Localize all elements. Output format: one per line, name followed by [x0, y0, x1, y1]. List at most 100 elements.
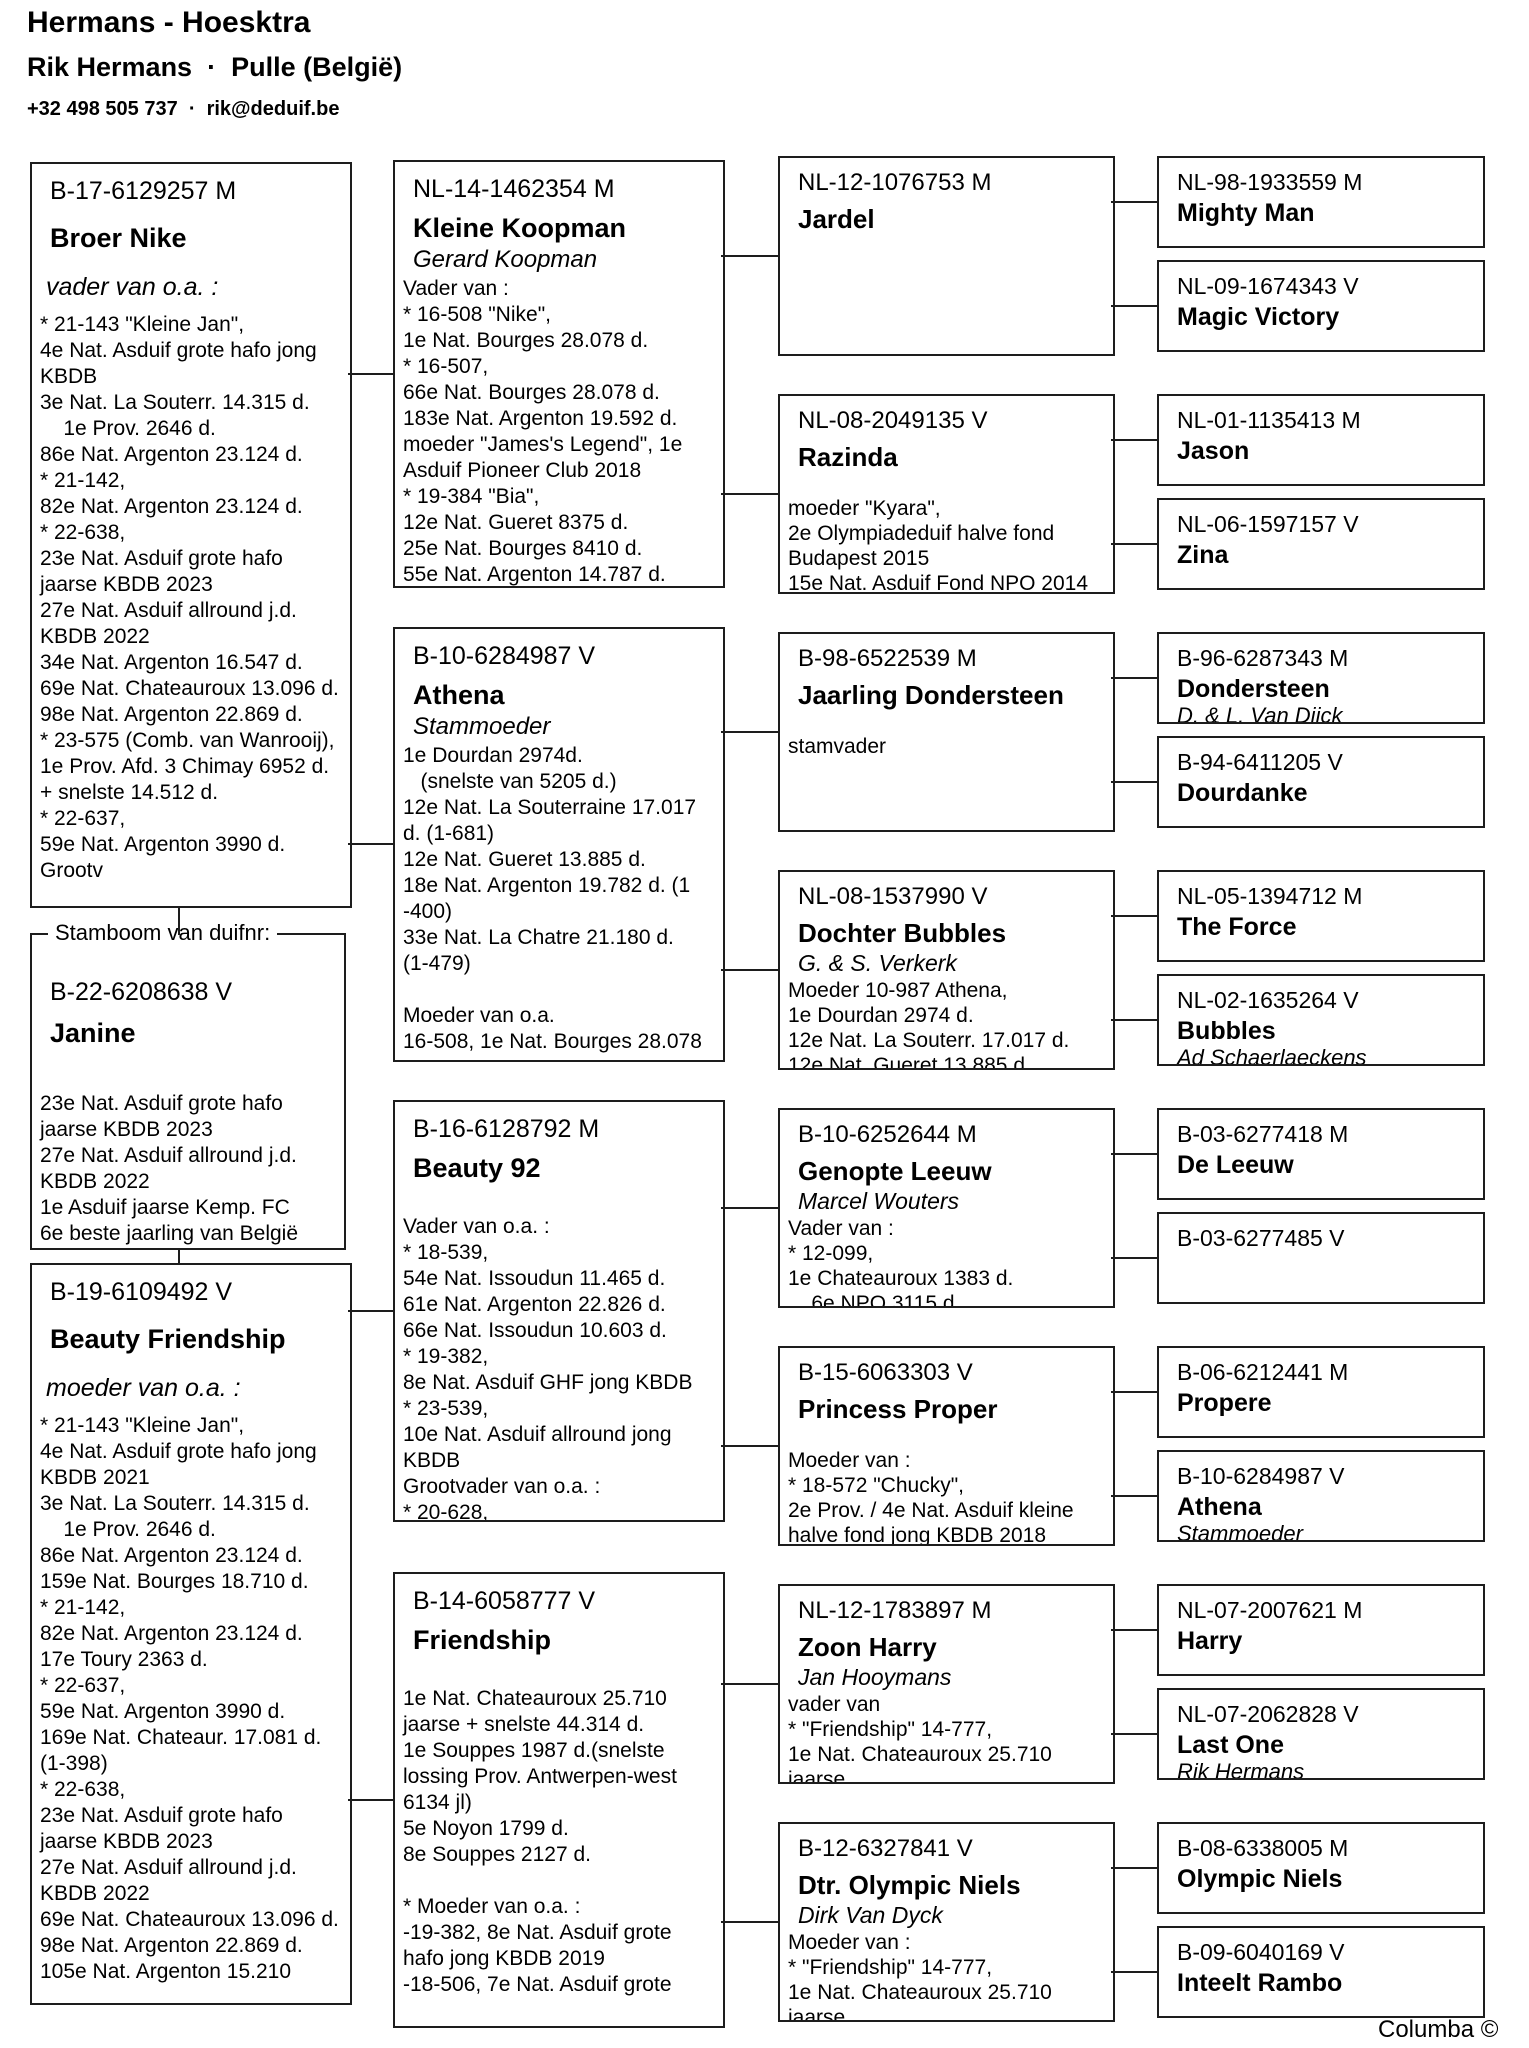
- achievement-line: (snelste van 5205 d.): [403, 770, 617, 793]
- box-bubbles: NL-02-1635264 V Bubbles Ad Schaerlaeckens: [1157, 974, 1485, 1066]
- achievement-line: 3e Nat. La Souterr. 14.315 d.: [40, 1492, 310, 1515]
- achievement-line: Vader van o.a. :: [403, 1215, 550, 1238]
- achievement-line: Vader van :: [403, 277, 509, 300]
- ring-number: B-10-6252644 M: [798, 1121, 977, 1148]
- achievement-line: KBDB 2022: [40, 1882, 150, 1905]
- ring-number: B-19-6109492 V: [50, 1278, 233, 1306]
- achievement-line: 59e Nat. Argenton 3990 d.: [40, 1700, 286, 1723]
- pigeon-name: Zina: [1177, 541, 1229, 569]
- achievement-line: KBDB 2022: [40, 1170, 150, 1193]
- achievement-line: * 19-382,: [403, 1345, 489, 1368]
- achievement-line: 5e Noyon 1799 d.: [403, 1817, 569, 1840]
- achievement-line: 66e Nat. Issoudun 10.603 d.: [403, 1319, 667, 1342]
- connector-line: [1111, 1733, 1157, 1735]
- achievement-line: jaarse + snelste 44.314 d.: [403, 1713, 645, 1736]
- ring-number: B-03-6277485 V: [1177, 1225, 1345, 1251]
- achievement-line: vader van: [788, 1693, 881, 1716]
- ring-number: B-98-6522539 M: [798, 645, 977, 672]
- achievement-line: 1e Nat. Chateauroux 25.710: [403, 1687, 667, 1710]
- ring-number: NL-08-2049135 V: [798, 407, 988, 434]
- achievement-line: 1e Prov. 2646 d.: [40, 417, 216, 440]
- achievement-list: 1e Nat. Chateauroux 25.710 jaarse + snels…: [395, 1660, 723, 1998]
- achievement-line: 1e Souppes 1987 d.(snelste: [403, 1739, 665, 1762]
- connector-line: [1111, 305, 1157, 307]
- achievement-line: * 22-637,: [40, 1674, 126, 1697]
- relation-note: vader van o.a. :: [46, 273, 219, 301]
- pigeon-name: Broer Nike: [50, 223, 187, 253]
- pigeon-name: Friendship: [413, 1625, 552, 1655]
- achievement-line: 12e Nat. La Souterr. 17.017 d.: [788, 1029, 1070, 1052]
- achievement-line: 8e Souppes 2127 d.: [403, 1843, 591, 1866]
- achievement-line: 59e Nat. Argenton 3990 d.: [40, 833, 286, 856]
- achievement-line: [403, 1868, 721, 1894]
- connector-line: [721, 969, 778, 971]
- achievement-line: (1-398): [40, 1752, 108, 1775]
- achievement-line: KBDB: [40, 365, 98, 388]
- achievement-line: 1e Prov. 2646 d.: [40, 1518, 216, 1541]
- copyright-note: Columba ©: [1378, 2016, 1499, 2043]
- box-magic-victory: NL-09-1674343 V Magic Victory: [1157, 260, 1485, 352]
- achievement-line: -400): [403, 900, 453, 923]
- ring-number: B-14-6058777 V: [413, 1587, 596, 1615]
- pigeon-name: Genopte Leeuw: [798, 1156, 992, 1186]
- breeder-name: Ad Schaerlaeckens: [1177, 1045, 1367, 1066]
- connector-line: [1111, 439, 1157, 441]
- achievement-list: stamvader: [780, 734, 1113, 759]
- box-mighty-man: NL-98-1933559 M Mighty Man: [1157, 156, 1485, 248]
- box-ring-b03-6277485: B-03-6277485 V: [1157, 1212, 1485, 1304]
- breeder-name: G. & S. Verkerk: [798, 950, 957, 976]
- pigeon-name: Jason: [1177, 437, 1250, 465]
- achievement-line: Vader van :: [788, 1217, 894, 1240]
- achievement-line: * 21-142,: [40, 469, 126, 492]
- achievement-line: Budapest 2015: [788, 547, 930, 570]
- achievement-line: 17e Toury 2363 d.: [40, 1648, 208, 1671]
- achievement-line: 1e Asduif jaarse Kemp. FC: [40, 1196, 290, 1219]
- ring-number: NL-05-1394712 M: [1177, 883, 1363, 909]
- achievement-line: 98e Nat. Argenton 22.869 d.: [40, 703, 303, 726]
- connector-line: [1111, 201, 1157, 203]
- achievement-line: 12e Nat. Gueret 8375 d.: [403, 511, 629, 534]
- achievement-line: 6134 jl): [403, 1791, 472, 1814]
- ring-number: B-15-6063303 V: [798, 1359, 973, 1386]
- achievement-line: 33e Nat. La Chatre 21.180 d.: [403, 926, 674, 949]
- ring-number: NL-06-1597157 V: [1177, 511, 1359, 537]
- connector-line: [721, 255, 778, 257]
- achievement-line: * "Friendship" 14-777,: [788, 1718, 993, 1741]
- achievement-list: Vader van o.a. : * 18-539, 54e Nat. Issoud…: [395, 1188, 723, 1520]
- ring-number: B-94-6411205 V: [1177, 749, 1343, 775]
- achievement-line: Moeder 10-987 Athena,: [788, 979, 1008, 1002]
- ring-number: NL-98-1933559 M: [1177, 169, 1363, 195]
- box-olympic-niels: B-08-6338005 M Olympic Niels: [1157, 1822, 1485, 1914]
- achievement-line: jaarse: [788, 1768, 846, 1784]
- box-beauty-92: B-16-6128792 M Beauty 92 Vader van o.a. :…: [393, 1100, 725, 1522]
- achievement-line: halve fond jong KBDB 2018: [788, 1524, 1047, 1546]
- achievement-line: d. (1-681): [403, 822, 495, 845]
- achievement-line: jaarse KBDB 2023: [40, 1830, 213, 1853]
- ring-number: NL-07-2007621 M: [1177, 1597, 1363, 1623]
- box-harry: NL-07-2007621 M Harry: [1157, 1584, 1485, 1676]
- achievement-line: 1e Nat. Chateauroux 25.710: [788, 1743, 1052, 1766]
- box-genopte-leeuw: B-10-6252644 M Genopte Leeuw Marcel Wouter…: [778, 1108, 1115, 1308]
- achievement-line: moeder "Kyara",: [788, 497, 941, 520]
- pigeon-name: Dtr. Olympic Niels: [798, 1870, 1021, 1900]
- box-inteelt-rambo: B-09-6040169 V Inteelt Rambo: [1157, 1926, 1485, 2018]
- achievement-line: 3e Nat. La Souterr. 14.315 d.: [40, 391, 310, 414]
- breeder-name: Stammoeder: [413, 713, 551, 740]
- connector-line: [1111, 915, 1157, 917]
- achievement-line: 4e Nat. Asduif grote hafo jong: [40, 1440, 317, 1463]
- box-jardel: NL-12-1076753 M Jardel: [778, 156, 1115, 356]
- pedigree-label: Stamboom van duifnr:: [48, 920, 278, 946]
- connector-line: [1111, 1153, 1157, 1155]
- achievement-line: 159e Nat. Bourges 18.710 d.: [40, 1570, 309, 1593]
- achievement-line: * 16-507,: [403, 355, 489, 378]
- achievement-line: * 22-638,: [40, 1778, 126, 1801]
- achievement-line: KBDB 2022: [40, 625, 150, 648]
- box-razinda: NL-08-2049135 V Razinda moeder "Kyara", 2e …: [778, 394, 1115, 594]
- achievement-line: jaarse KBDB 2023: [40, 573, 213, 596]
- achievement-line: 169e Nat. Chateaur. 17.081 d.: [40, 1726, 322, 1749]
- breeder-name: Rik Hermans: [1177, 1759, 1305, 1780]
- ring-number: B-06-6212441 M: [1177, 1359, 1349, 1385]
- pigeon-name: De Leeuw: [1177, 1151, 1294, 1179]
- achievement-line: * 22-637,: [40, 807, 126, 830]
- pigeon-name: Kleine Koopman: [413, 213, 627, 243]
